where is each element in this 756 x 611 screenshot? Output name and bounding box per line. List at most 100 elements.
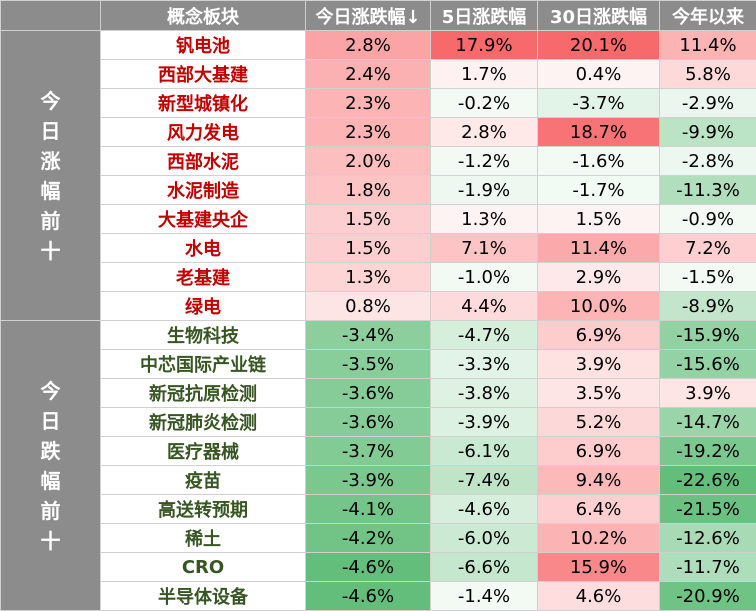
value-cell-ytd[interactable]: -9.9% bbox=[660, 118, 756, 147]
value-cell-today[interactable]: 2.4% bbox=[306, 60, 431, 89]
value-cell-30day[interactable]: 2.9% bbox=[538, 263, 660, 292]
value-cell-today[interactable]: -3.7% bbox=[306, 437, 431, 466]
value-cell-today[interactable]: 2.0% bbox=[306, 147, 431, 176]
header-30day-change[interactable]: 30日涨跌幅 bbox=[538, 1, 660, 31]
value-cell-ytd[interactable]: -11.3% bbox=[660, 176, 756, 205]
value-cell-ytd[interactable]: 11.4% bbox=[660, 31, 756, 60]
sector-name-cell[interactable]: 水泥制造 bbox=[101, 176, 306, 205]
value-cell-today[interactable]: 1.8% bbox=[306, 176, 431, 205]
value-cell-30day[interactable]: 3.9% bbox=[538, 350, 660, 379]
value-cell-5day[interactable]: -4.7% bbox=[431, 321, 538, 350]
value-cell-5day[interactable]: -0.2% bbox=[431, 89, 538, 118]
value-cell-5day[interactable]: -7.4% bbox=[431, 466, 538, 495]
value-cell-ytd[interactable]: -15.9% bbox=[660, 321, 756, 350]
value-cell-today[interactable]: 1.5% bbox=[306, 205, 431, 234]
value-cell-5day[interactable]: -1.2% bbox=[431, 147, 538, 176]
value-cell-30day[interactable]: 6.9% bbox=[538, 437, 660, 466]
sector-name-cell[interactable]: 生物科技 bbox=[101, 321, 306, 350]
value-cell-today[interactable]: -3.6% bbox=[306, 379, 431, 408]
sector-name-cell[interactable]: 中芯国际产业链 bbox=[101, 350, 306, 379]
value-cell-ytd[interactable]: -15.6% bbox=[660, 350, 756, 379]
value-cell-ytd[interactable]: -2.9% bbox=[660, 89, 756, 118]
value-cell-30day[interactable]: 10.2% bbox=[538, 524, 660, 553]
sector-name-cell[interactable]: 医疗器械 bbox=[101, 437, 306, 466]
sector-name-cell[interactable]: 风力发电 bbox=[101, 118, 306, 147]
value-cell-30day[interactable]: 9.4% bbox=[538, 466, 660, 495]
value-cell-ytd[interactable]: 3.9% bbox=[660, 379, 756, 408]
value-cell-30day[interactable]: 18.7% bbox=[538, 118, 660, 147]
sector-name-cell[interactable]: 钒电池 bbox=[101, 31, 306, 60]
value-cell-today[interactable]: -4.2% bbox=[306, 524, 431, 553]
value-cell-5day[interactable]: -1.4% bbox=[431, 582, 538, 611]
sector-name-cell[interactable]: 水电 bbox=[101, 234, 306, 263]
sector-name-cell[interactable]: 半导体设备 bbox=[101, 582, 306, 611]
value-cell-30day[interactable]: -1.7% bbox=[538, 176, 660, 205]
value-cell-today[interactable]: -4.1% bbox=[306, 495, 431, 524]
value-cell-ytd[interactable]: -12.6% bbox=[660, 524, 756, 553]
header-5day-change[interactable]: 5日涨跌幅 bbox=[431, 1, 538, 31]
value-cell-ytd[interactable]: -22.6% bbox=[660, 466, 756, 495]
value-cell-today[interactable]: 2.3% bbox=[306, 118, 431, 147]
value-cell-ytd[interactable]: -2.8% bbox=[660, 147, 756, 176]
value-cell-ytd[interactable]: -11.7% bbox=[660, 553, 756, 582]
value-cell-ytd[interactable]: 7.2% bbox=[660, 234, 756, 263]
value-cell-ytd[interactable]: -20.9% bbox=[660, 582, 756, 611]
value-cell-5day[interactable]: -3.3% bbox=[431, 350, 538, 379]
value-cell-5day[interactable]: 1.7% bbox=[431, 60, 538, 89]
value-cell-5day[interactable]: 17.9% bbox=[431, 31, 538, 60]
value-cell-today[interactable]: -3.4% bbox=[306, 321, 431, 350]
value-cell-30day[interactable]: 6.9% bbox=[538, 321, 660, 350]
value-cell-30day[interactable]: 0.4% bbox=[538, 60, 660, 89]
value-cell-30day[interactable]: 10.0% bbox=[538, 292, 660, 321]
value-cell-5day[interactable]: 7.1% bbox=[431, 234, 538, 263]
sector-name-cell[interactable]: 稀土 bbox=[101, 524, 306, 553]
sector-name-cell[interactable]: CRO bbox=[101, 553, 306, 582]
header-today-change[interactable]: 今日涨跌幅↓ bbox=[306, 1, 431, 31]
value-cell-30day[interactable]: -1.6% bbox=[538, 147, 660, 176]
value-cell-30day[interactable]: 6.4% bbox=[538, 495, 660, 524]
value-cell-30day[interactable]: 4.6% bbox=[538, 582, 660, 611]
value-cell-ytd[interactable]: -21.5% bbox=[660, 495, 756, 524]
group-label-down[interactable]: 今日跌幅前十 bbox=[1, 321, 101, 611]
value-cell-ytd[interactable]: -1.5% bbox=[660, 263, 756, 292]
sector-name-cell[interactable]: 西部大基建 bbox=[101, 60, 306, 89]
value-cell-5day[interactable]: -3.9% bbox=[431, 408, 538, 437]
header-ytd-change[interactable]: 今年以来 bbox=[660, 1, 756, 31]
value-cell-30day[interactable]: 11.4% bbox=[538, 234, 660, 263]
value-cell-today[interactable]: 1.5% bbox=[306, 234, 431, 263]
value-cell-5day[interactable]: -6.6% bbox=[431, 553, 538, 582]
value-cell-30day[interactable]: 5.2% bbox=[538, 408, 660, 437]
value-cell-5day[interactable]: -4.6% bbox=[431, 495, 538, 524]
value-cell-5day[interactable]: 4.4% bbox=[431, 292, 538, 321]
sector-name-cell[interactable]: 大基建央企 bbox=[101, 205, 306, 234]
value-cell-5day[interactable]: -1.9% bbox=[431, 176, 538, 205]
value-cell-5day[interactable]: -6.0% bbox=[431, 524, 538, 553]
value-cell-5day[interactable]: 1.3% bbox=[431, 205, 538, 234]
value-cell-today[interactable]: -3.5% bbox=[306, 350, 431, 379]
value-cell-ytd[interactable]: 5.8% bbox=[660, 60, 756, 89]
value-cell-today[interactable]: -4.6% bbox=[306, 553, 431, 582]
value-cell-today[interactable]: 2.8% bbox=[306, 31, 431, 60]
sector-name-cell[interactable]: 疫苗 bbox=[101, 466, 306, 495]
header-sector-name[interactable]: 概念板块 bbox=[101, 1, 306, 31]
value-cell-today[interactable]: -4.6% bbox=[306, 582, 431, 611]
sector-name-cell[interactable]: 新型城镇化 bbox=[101, 89, 306, 118]
value-cell-5day[interactable]: 2.8% bbox=[431, 118, 538, 147]
sector-name-cell[interactable]: 老基建 bbox=[101, 263, 306, 292]
value-cell-30day[interactable]: 1.5% bbox=[538, 205, 660, 234]
value-cell-today[interactable]: 0.8% bbox=[306, 292, 431, 321]
value-cell-5day[interactable]: -3.8% bbox=[431, 379, 538, 408]
value-cell-5day[interactable]: -6.1% bbox=[431, 437, 538, 466]
value-cell-ytd[interactable]: -8.9% bbox=[660, 292, 756, 321]
sector-name-cell[interactable]: 新冠肺炎检测 bbox=[101, 408, 306, 437]
sector-name-cell[interactable]: 西部水泥 bbox=[101, 147, 306, 176]
header-group-cell[interactable] bbox=[1, 1, 101, 31]
sector-name-cell[interactable]: 高送转预期 bbox=[101, 495, 306, 524]
group-label-up[interactable]: 今日涨幅前十 bbox=[1, 31, 101, 321]
value-cell-30day[interactable]: -3.7% bbox=[538, 89, 660, 118]
value-cell-today[interactable]: -3.9% bbox=[306, 466, 431, 495]
sector-name-cell[interactable]: 绿电 bbox=[101, 292, 306, 321]
value-cell-today[interactable]: 2.3% bbox=[306, 89, 431, 118]
value-cell-30day[interactable]: 15.9% bbox=[538, 553, 660, 582]
value-cell-5day[interactable]: -1.0% bbox=[431, 263, 538, 292]
